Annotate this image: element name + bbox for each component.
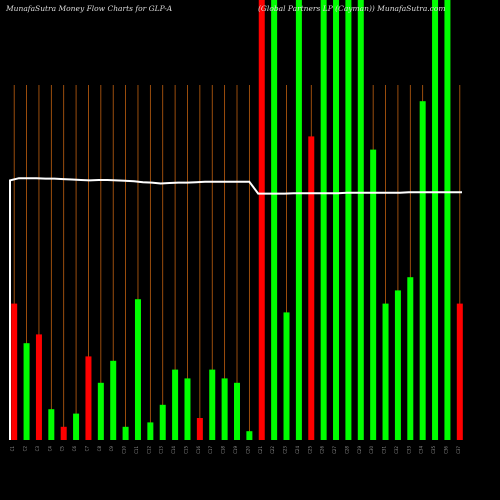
chart-bar-23: [283, 312, 290, 440]
x-tick-label: C23: [283, 446, 288, 454]
x-tick-label: C31: [382, 446, 387, 454]
x-tick-label: C4: [47, 446, 52, 452]
x-tick-label: C22: [270, 446, 275, 454]
x-tick-label: C20: [245, 446, 250, 454]
chart-bar-14: [172, 369, 179, 440]
chart-bar-29: [357, 0, 364, 440]
chart-bar-20: [246, 431, 253, 440]
chart-bar-12: [147, 422, 154, 440]
x-tick-label: C15: [183, 446, 188, 454]
x-tick-label: C33: [406, 446, 411, 454]
chart-bar-1: [11, 303, 18, 440]
chart-x-tick-labels: C1 C2 C3 C4 C5 C6 C7 C8 C9 C10 C11 C12 C13 C14 C15 C16 C…: [10, 446, 461, 454]
chart-bar-21: [258, 0, 265, 440]
chart-bar-36: [444, 0, 451, 440]
chart-bar-33: [407, 277, 414, 440]
chart-bar-22: [271, 0, 278, 440]
chart-bar-37: [456, 303, 463, 440]
x-tick-label: C18: [221, 446, 226, 454]
x-tick-label: C26: [320, 446, 325, 454]
x-tick-label: C21: [258, 446, 263, 454]
x-tick-label: C19: [233, 446, 238, 454]
x-tick-label: C17: [208, 446, 213, 454]
x-tick-label: C30: [369, 446, 374, 454]
x-tick-label: C32: [394, 446, 399, 454]
x-tick-label: C34: [419, 446, 424, 454]
chart-bars: [11, 0, 463, 440]
chart-bar-9: [110, 360, 117, 440]
chart-bar-5: [60, 426, 67, 440]
x-tick-label: C1: [10, 446, 15, 452]
chart-bar-13: [159, 404, 166, 440]
chart-bar-24: [295, 0, 302, 440]
chart-bar-25: [308, 136, 315, 440]
chart-bar-6: [73, 413, 80, 440]
x-tick-label: C25: [307, 446, 312, 454]
chart-line: [9, 177, 462, 440]
x-tick-label: C13: [159, 446, 164, 454]
chart-bar-3: [35, 334, 42, 440]
x-tick-label: C8: [97, 446, 102, 452]
chart-title: MunafaSutra Money Flow Charts for GLP-A: [6, 4, 173, 13]
x-tick-label: C28: [344, 446, 349, 454]
x-tick-label: C10: [122, 446, 127, 454]
x-tick-label: C7: [84, 446, 89, 452]
chart-bar-34: [419, 101, 426, 440]
chart-bar-2: [23, 343, 30, 440]
chart-bar-28: [345, 0, 352, 440]
chart-bar-35: [432, 0, 439, 440]
x-tick-label: C36: [443, 446, 448, 454]
chart-bar-7: [85, 356, 92, 440]
x-tick-label: C14: [171, 446, 176, 454]
chart-bar-4: [48, 409, 55, 440]
chart-subtitle: (Global Partners LP (Cayman)) MunafaSutr…: [258, 4, 446, 13]
chart-bar-30: [370, 149, 377, 440]
x-tick-label: C12: [146, 446, 151, 454]
money-flow-line: [9, 177, 462, 440]
x-tick-label: C29: [357, 446, 362, 454]
chart-bar-18: [221, 378, 228, 440]
x-tick-label: C6: [72, 446, 77, 452]
chart-bar-31: [382, 303, 389, 440]
chart-bar-16: [196, 418, 203, 440]
chart-bar-11: [134, 299, 141, 440]
chart-bar-8: [97, 382, 104, 440]
x-tick-label: C24: [295, 446, 300, 454]
chart-bar-27: [333, 0, 340, 440]
x-tick-label: C5: [60, 446, 65, 452]
x-tick-label: C9: [109, 446, 114, 452]
x-tick-label: C16: [196, 446, 201, 454]
x-tick-label: C2: [23, 446, 28, 452]
x-tick-label: C27: [332, 446, 337, 454]
chart-bar-32: [394, 290, 401, 440]
x-tick-label: C37: [456, 446, 461, 454]
chart-bar-10: [122, 426, 129, 440]
chart-bar-19: [234, 382, 240, 440]
x-tick-label: C3: [35, 446, 40, 452]
chart-bar-17: [209, 369, 216, 440]
x-tick-label: C35: [431, 446, 436, 454]
x-tick-label: C11: [134, 446, 139, 454]
chart-bar-26: [320, 0, 327, 440]
chart-bar-15: [184, 378, 191, 440]
